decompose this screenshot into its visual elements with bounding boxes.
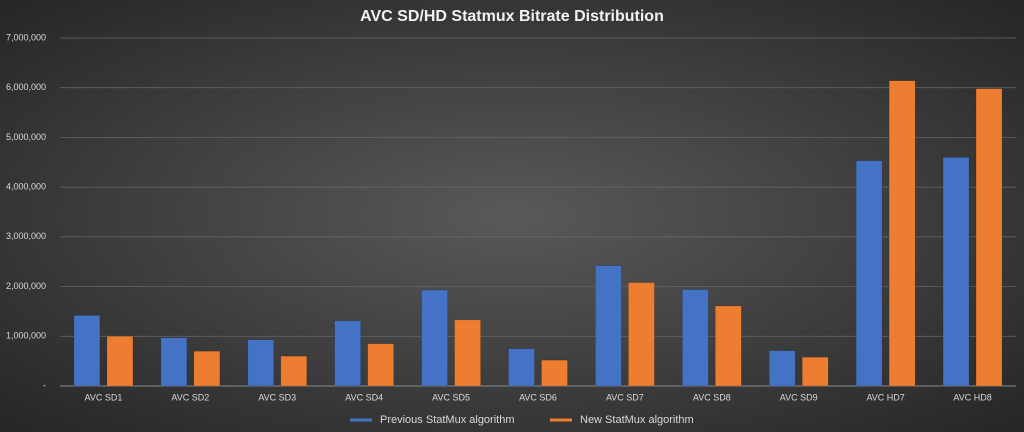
y-tick-label: 3,000,000 [6, 231, 46, 241]
x-tick-label: AVC SD9 [780, 392, 818, 402]
x-tick-label: AVC SD6 [519, 392, 557, 402]
y-tick-label: 6,000,000 [6, 82, 46, 92]
bar [160, 337, 188, 387]
x-tick-label: AVC HD8 [953, 392, 991, 402]
bar [106, 336, 134, 387]
y-tick-label: 5,000,000 [6, 132, 46, 142]
bar [801, 356, 829, 387]
x-tick-label: AVC SD8 [693, 392, 731, 402]
x-tick-label: AVC SD5 [432, 392, 470, 402]
bar [193, 350, 221, 387]
bar [334, 320, 361, 387]
bar [942, 157, 970, 387]
bar [888, 80, 916, 387]
bar [628, 282, 655, 387]
legend-label: New StatMux algorithm [580, 414, 694, 426]
bar [421, 289, 448, 387]
bar [975, 88, 1003, 387]
x-tick-label: AVC SD2 [171, 392, 209, 402]
y-tick-label: - [43, 380, 46, 390]
x-tick-label: AVC SD4 [345, 392, 383, 402]
bar [247, 339, 275, 387]
y-tick-label: 7,000,000 [6, 32, 46, 42]
bar [73, 315, 101, 387]
bar [508, 348, 535, 387]
x-tick-label: AVC HD7 [866, 392, 904, 402]
legend-label: Previous StatMux algorithm [380, 414, 515, 426]
bar [768, 350, 796, 387]
bar [541, 359, 568, 387]
bar [855, 160, 883, 387]
bar [367, 343, 394, 387]
y-tick-label: 4,000,000 [6, 182, 46, 192]
x-tick-label: AVC SD3 [258, 392, 296, 402]
bar [595, 265, 622, 387]
y-tick-label: 1,000,000 [6, 331, 46, 341]
bar [715, 305, 742, 387]
bar [682, 289, 709, 387]
bar [454, 319, 481, 387]
x-tick-label: AVC SD1 [85, 392, 123, 402]
chart-title: AVC SD/HD Statmux Bitrate Distribution [360, 8, 664, 25]
x-tick-label: AVC SD7 [606, 392, 644, 402]
y-tick-label: 2,000,000 [6, 281, 46, 291]
bar [280, 355, 308, 387]
